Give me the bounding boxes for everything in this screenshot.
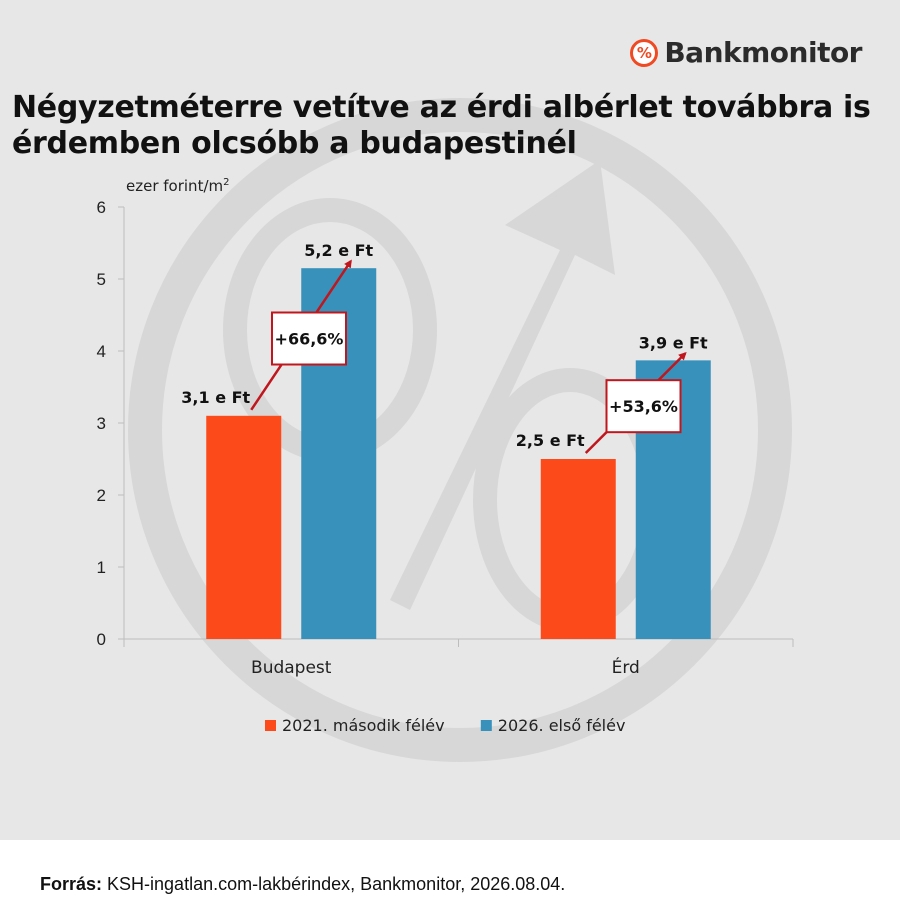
legend-swatch — [480, 720, 492, 731]
legend-label: 2026. első félév — [498, 716, 626, 735]
brand-logo: % Bankmonitor — [630, 36, 862, 69]
y-tick-label: 5 — [97, 270, 106, 289]
y-tick-label: 2 — [97, 486, 106, 505]
growth-annotation-box — [271, 311, 347, 366]
growth-annotation-box — [605, 379, 682, 434]
growth-annotation: +53,6% — [609, 397, 678, 416]
legend-label: 2021. második félév — [282, 716, 445, 735]
bar — [206, 415, 282, 639]
x-tick-label: Budapest — [251, 658, 332, 678]
y-tick-label: 4 — [97, 342, 106, 361]
y-tick-label: 6 — [97, 198, 106, 217]
y-tick-label: 3 — [97, 414, 106, 433]
chart-title: Négyzetméterre vetítve az érdi albérlet … — [12, 90, 871, 161]
y-axis-label-sup: 2 — [223, 177, 229, 188]
brand-name: Bankmonitor — [664, 36, 862, 69]
percent-icon: % — [630, 38, 659, 67]
source-note: Forrás: KSH-ingatlan.com-lakbérindex, Ba… — [40, 874, 565, 895]
data-label: 3,9 e Ft — [639, 333, 708, 352]
percent-watermark-icon — [128, 98, 792, 762]
data-label: 3,1 e Ft — [181, 388, 250, 407]
bar-chart: ezer forint/m2 0 1 2 3 4 5 6 Budapest 3,1 e Ft 5,2… — [97, 177, 794, 735]
data-label: 2,5 e Ft — [516, 431, 585, 450]
y-tick-label: 1 — [97, 558, 106, 577]
source-text: KSH-ingatlan.com-lakbérindex, Bankmonito… — [107, 874, 566, 894]
chart-panel: % Bankmonitor Négyzetméterre vetítve az … — [0, 0, 900, 840]
bar — [540, 459, 616, 639]
legend-swatch — [265, 720, 276, 731]
y-tick-label: 0 — [97, 630, 106, 649]
y-axis-label: ezer forint/m2 — [126, 177, 230, 195]
x-tick-label: Érd — [612, 656, 640, 678]
growth-annotation: +66,6% — [275, 330, 344, 349]
data-label: 5,2 e Ft — [304, 241, 373, 260]
source-label: Forrás: — [40, 874, 103, 894]
